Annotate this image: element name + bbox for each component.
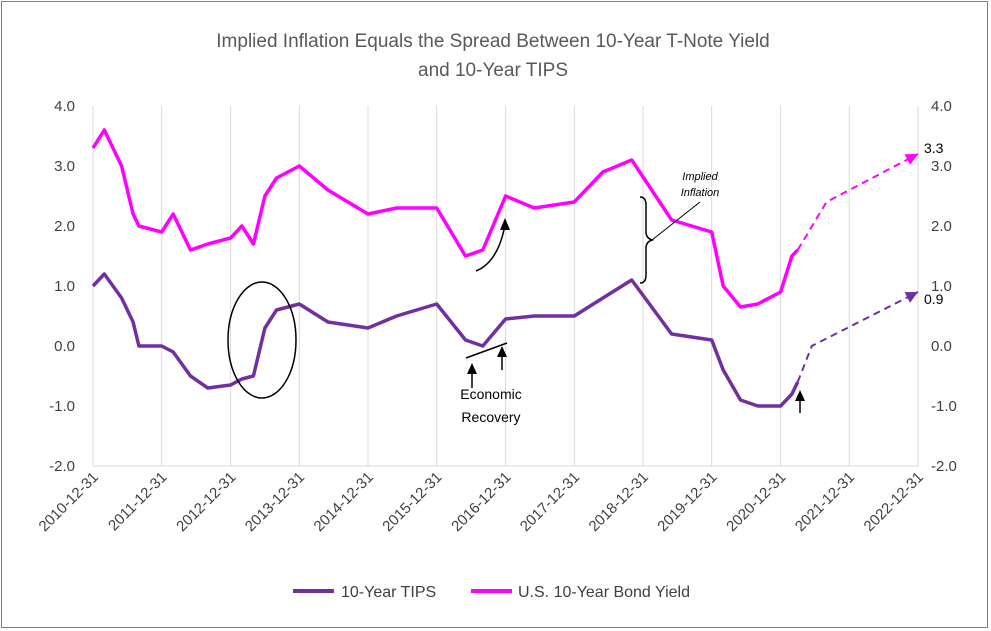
x-axis: 2010-12-31 2011-12-31 2012-12-31 2013-12-31… — [36, 469, 927, 535]
chart-title-line2: and 10-Year TIPS — [418, 60, 568, 81]
legend-label-tips: 10-Year TIPS — [341, 584, 436, 601]
end-label-bond: 3.3 — [924, 140, 944, 156]
x-tick-label: 2022-12-31 — [861, 469, 927, 535]
chart-title-line1: Implied Inflation Equals the Spread Betw… — [216, 31, 769, 52]
up-arrow-1 — [467, 363, 477, 388]
curved-arrowhead — [500, 218, 510, 230]
y-tick-label-left: 2.0 — [54, 218, 75, 235]
y-tick-label-left: -1.0 — [49, 398, 75, 415]
economic-recovery-line2: Recovery — [461, 409, 520, 425]
left-axis: 4.0 3.0 2.0 1.0 0.0 -1.0 -2.0 — [49, 98, 75, 475]
y-tick-label-right: -1.0 — [931, 398, 957, 415]
curved-arrow — [475, 224, 506, 272]
x-tick-label: 2014-12-31 — [311, 469, 377, 535]
y-tick-label-left: 0.0 — [54, 338, 75, 355]
projection-line-tips — [796, 291, 919, 383]
series-line-bond-yield — [91, 128, 799, 309]
right-axis: 4.0 3.0 2.0 1.0 0.0 -1.0 -2.0 — [931, 98, 957, 475]
projection-line-bond-yield — [796, 153, 919, 251]
x-tick-label: 2018-12-31 — [586, 469, 652, 535]
x-tick-label: 2011-12-31 — [105, 469, 170, 534]
x-tick-label: 2017-12-31 — [517, 469, 583, 535]
implied-inflation-pointer — [651, 201, 701, 241]
x-tick-label: 2021-12-31 — [792, 469, 858, 535]
up-arrow-3 — [795, 390, 805, 413]
x-tick-label: 2010-12-31 — [36, 469, 102, 535]
y-tick-label-right: 0.0 — [931, 338, 952, 355]
x-tick-label: 2016-12-31 — [448, 469, 514, 535]
x-tick-label: 2015-12-31 — [379, 469, 445, 535]
projection-arrowhead-tips — [904, 292, 918, 303]
y-tick-label-right: -2.0 — [931, 458, 957, 475]
highlight-ellipse — [227, 281, 297, 399]
end-label-tips: 0.9 — [924, 291, 944, 307]
implied-inflation-line2: Inflation — [681, 187, 720, 199]
x-tick-label: 2013-12-31 — [242, 469, 308, 535]
grid — [92, 106, 919, 467]
implied-inflation-line1: Implied — [682, 171, 718, 183]
x-tick-label: 2019-12-31 — [654, 469, 720, 535]
y-tick-label-right: 1.0 — [931, 278, 952, 295]
trend-line — [465, 342, 508, 359]
up-arrow-2 — [497, 346, 507, 370]
projection-arrowhead-bond-yield — [904, 154, 918, 165]
y-tick-label-right: 3.0 — [931, 158, 952, 175]
implied-inflation-brace — [639, 196, 655, 284]
y-tick-label-left: 1.0 — [54, 278, 75, 295]
y-tick-label-left: 3.0 — [54, 158, 75, 175]
economic-recovery-line1: Economic — [460, 386, 521, 402]
y-tick-label-left: 4.0 — [54, 98, 75, 115]
y-tick-label-right: 4.0 — [931, 98, 952, 115]
y-tick-label-left: -2.0 — [49, 458, 75, 475]
legend-label-bond-yield: U.S. 10-Year Bond Yield — [518, 584, 690, 601]
x-tick-label: 2020-12-31 — [723, 469, 789, 535]
legend: 10-Year TIPS U.S. 10-Year Bond Yield — [293, 584, 690, 601]
y-tick-label-right: 2.0 — [931, 218, 952, 235]
series-line-tips — [91, 272, 800, 408]
x-tick-label: 2012-12-31 — [173, 469, 239, 535]
